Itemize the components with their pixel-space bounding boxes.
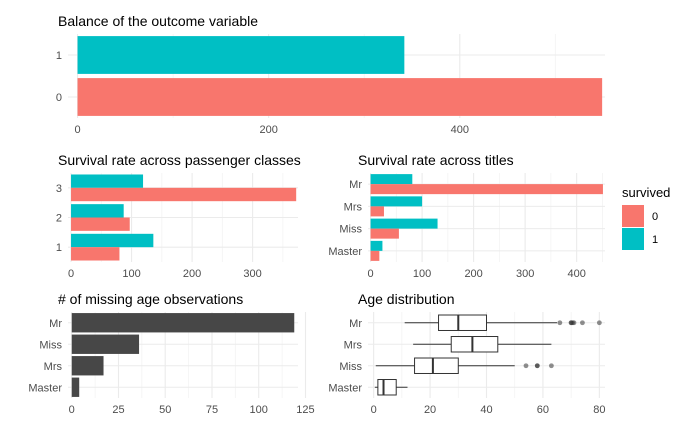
age-y-tick-label: Master	[328, 382, 362, 394]
balance-bar	[77, 78, 603, 116]
class-bar-survived-1	[71, 233, 154, 248]
missing-x-tick-label: 50	[159, 404, 171, 416]
class-x-tick-label: 300	[243, 268, 261, 280]
missing-x-tick-label: 25	[112, 404, 124, 416]
titles-x-tick-label: 400	[567, 268, 585, 280]
age-y-tick-label: Miss	[339, 361, 362, 373]
age-outlier-point	[596, 320, 602, 326]
class-bar-survived-1	[71, 204, 124, 218]
titles-bar-survived-0	[370, 250, 380, 261]
titles-y-tick-label: Miss	[339, 224, 362, 236]
missing-title: # of missing age observations	[58, 291, 243, 307]
legend-label-0: 0	[652, 211, 658, 223]
class-x-tick-label: 100	[122, 268, 140, 280]
age-outlier-point	[571, 320, 577, 326]
titles-bar-survived-1	[370, 174, 413, 185]
legend-key-1	[622, 228, 644, 250]
missing-bar	[71, 377, 80, 397]
missing-bar	[71, 334, 140, 354]
age-outlier-point	[580, 320, 585, 326]
balance-x-tick-label: 0	[74, 124, 80, 136]
legend-key-0	[622, 205, 644, 227]
balance-y-tick-label: 0	[56, 92, 62, 104]
titles-y-tick-label: Mrs	[344, 201, 363, 213]
titles-bar-survived-0	[370, 184, 603, 195]
titles-bar-survived-1	[370, 218, 438, 229]
titles-bar-survived-0	[370, 228, 399, 239]
titles-bar-survived-1	[370, 196, 423, 207]
missing-x-tick-label: 75	[206, 404, 218, 416]
titles-y-tick-label: Mr	[349, 179, 362, 191]
class-bar-survived-0	[71, 217, 130, 231]
balance-y-tick-label: 1	[56, 50, 62, 62]
missing-x-tick-label: 0	[69, 404, 75, 416]
missing-bar	[71, 313, 295, 333]
age-outlier-point	[548, 363, 554, 369]
age-title: Age distribution	[358, 291, 455, 307]
class-x-tick-label: 0	[68, 268, 74, 280]
balance-bar	[77, 36, 405, 74]
age-x-tick-label: 0	[371, 404, 377, 416]
panel-class: Survival rate across passenger classes 0…	[56, 152, 301, 280]
titles-title: Survival rate across titles	[358, 152, 514, 168]
titles-x-tick-label: 300	[516, 268, 534, 280]
panel-titles: Survival rate across titles 0 100 200 300 40…	[328, 152, 605, 280]
missing-bar	[71, 356, 104, 376]
missing-y-tick-label: Master	[28, 382, 62, 394]
class-bar-survived-1	[71, 174, 144, 188]
age-box	[414, 357, 459, 374]
class-bar-survived-0	[71, 247, 120, 261]
legend: survived 0 1	[622, 185, 670, 250]
panel-balance: Balance of the outcome variable 0 200 400 0…	[56, 13, 605, 136]
panel-missing: # of missing age observations 0 25 50 75 100…	[28, 291, 314, 416]
age-box	[377, 379, 397, 396]
age-outlier-point	[557, 320, 563, 326]
missing-y-tick-label: Miss	[39, 339, 62, 351]
balance-x-tick-label: 200	[259, 124, 277, 136]
age-outlier-point	[523, 363, 529, 369]
missing-y-tick-label: Mr	[49, 318, 62, 330]
titles-x-tick-label: 100	[413, 268, 431, 280]
class-bar-survived-0	[71, 187, 297, 202]
balance-title: Balance of the outcome variable	[58, 13, 258, 29]
titles-bar-survived-0	[370, 206, 384, 217]
titles-bar-survived-1	[370, 240, 383, 251]
age-x-tick-label: 60	[537, 404, 549, 416]
balance-x-tick-label: 400	[451, 124, 469, 136]
panel-age: Age distribution 0 20 40 60 80 Master Miss Mrs M…	[328, 291, 605, 416]
legend-label-1: 1	[652, 234, 658, 246]
missing-x-tick-label: 125	[296, 404, 314, 416]
titles-x-tick-label: 0	[368, 268, 374, 280]
missing-x-tick-label: 100	[250, 404, 268, 416]
titles-y-tick-label: Master	[328, 246, 362, 258]
class-y-tick-label: 1	[56, 242, 62, 254]
age-box	[438, 314, 487, 331]
age-outlier-point	[534, 363, 540, 369]
age-x-tick-label: 80	[593, 404, 605, 416]
age-y-tick-label: Mrs	[344, 339, 363, 351]
age-box	[450, 336, 499, 353]
legend-title: survived	[622, 185, 670, 200]
age-x-tick-label: 40	[480, 404, 492, 416]
class-y-tick-label: 3	[56, 183, 62, 195]
class-x-tick-label: 200	[183, 268, 201, 280]
age-x-tick-label: 20	[424, 404, 436, 416]
class-y-tick-label: 2	[56, 213, 62, 225]
age-y-tick-label: Mr	[349, 318, 362, 330]
class-title: Survival rate across passenger classes	[58, 152, 301, 168]
titles-x-tick-label: 200	[464, 268, 482, 280]
missing-y-tick-label: Mrs	[44, 361, 63, 373]
